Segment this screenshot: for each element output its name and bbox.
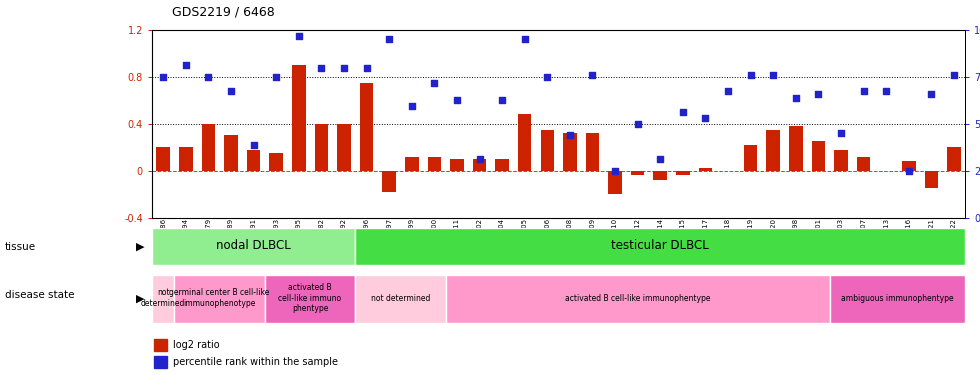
Bar [446, 275, 830, 323]
Bar [157, 147, 170, 171]
Bar [564, 133, 576, 171]
Text: testicular DLBCL: testicular DLBCL [612, 239, 710, 252]
Point [878, 88, 894, 94]
Point [720, 88, 736, 94]
Text: disease state: disease state [5, 290, 74, 300]
Bar [355, 228, 965, 265]
Point [314, 64, 329, 70]
Bar [744, 145, 758, 171]
Text: tissue: tissue [5, 242, 36, 252]
Point [901, 168, 916, 174]
Bar [654, 171, 667, 180]
Bar [355, 275, 446, 323]
Bar [360, 83, 373, 171]
Point [765, 72, 781, 78]
Bar [152, 275, 174, 323]
Bar [830, 275, 965, 323]
Point [156, 74, 171, 80]
Bar [202, 124, 216, 171]
Text: germinal center B cell-like
immunophenotype: germinal center B cell-like immunophenot… [170, 288, 270, 308]
Bar [152, 228, 355, 265]
Bar [541, 130, 554, 171]
Bar [315, 124, 328, 171]
Bar [174, 275, 265, 323]
Bar [495, 159, 509, 171]
Bar [517, 114, 531, 171]
Text: ambiguous immunophentype: ambiguous immunophentype [841, 294, 954, 303]
Text: GDS2219 / 6468: GDS2219 / 6468 [172, 6, 274, 19]
Bar [472, 159, 486, 171]
Point [833, 130, 849, 136]
Point [404, 103, 419, 109]
Bar [676, 171, 690, 176]
Bar [224, 135, 238, 171]
Point [585, 72, 601, 78]
Text: log2 ratio: log2 ratio [173, 340, 220, 350]
Point [201, 74, 217, 80]
Point [381, 36, 397, 42]
Point [923, 92, 939, 98]
Point [359, 64, 374, 70]
Bar [609, 171, 622, 194]
Point [246, 142, 262, 148]
Bar [405, 157, 418, 171]
Point [563, 132, 578, 138]
Bar [179, 147, 192, 171]
Bar [337, 124, 351, 171]
Point [653, 156, 668, 162]
Point [516, 36, 532, 42]
Point [675, 109, 691, 115]
Point [269, 74, 284, 80]
Bar [766, 130, 780, 171]
Bar [427, 157, 441, 171]
Bar [265, 275, 355, 323]
Text: not
determined: not determined [141, 288, 185, 308]
Text: ▶: ▶ [135, 294, 144, 304]
Bar [450, 159, 464, 171]
Bar [948, 147, 960, 171]
Bar [292, 65, 306, 171]
Point [494, 98, 510, 104]
Bar [586, 133, 600, 171]
Bar [925, 171, 938, 188]
Bar [382, 171, 396, 192]
Bar [834, 150, 848, 171]
Bar [154, 356, 167, 368]
Bar [247, 150, 261, 171]
Point [946, 72, 961, 78]
Point [630, 121, 646, 127]
Bar [811, 141, 825, 171]
Text: activated B
cell-like immuno
phentype: activated B cell-like immuno phentype [278, 283, 342, 313]
Text: activated B cell-like immunophentype: activated B cell-like immunophentype [564, 294, 710, 303]
Bar [154, 339, 167, 351]
Text: percentile rank within the sample: percentile rank within the sample [173, 357, 338, 367]
Point [788, 95, 804, 101]
Point [223, 88, 239, 94]
Point [426, 80, 442, 86]
Point [336, 64, 352, 70]
Point [539, 74, 555, 80]
Bar [789, 126, 803, 171]
Point [608, 168, 623, 174]
Bar [902, 161, 915, 171]
Text: nodal DLBCL: nodal DLBCL [217, 239, 291, 252]
Point [291, 33, 307, 39]
Text: not determined: not determined [370, 294, 430, 303]
Point [810, 92, 826, 98]
Bar [857, 157, 870, 171]
Point [698, 115, 713, 121]
Bar [631, 171, 645, 176]
Point [449, 98, 465, 104]
Point [743, 72, 759, 78]
Text: ▶: ▶ [135, 242, 144, 252]
Bar [699, 168, 712, 171]
Bar [270, 153, 283, 171]
Point [471, 156, 487, 162]
Point [178, 62, 194, 68]
Point [856, 88, 871, 94]
